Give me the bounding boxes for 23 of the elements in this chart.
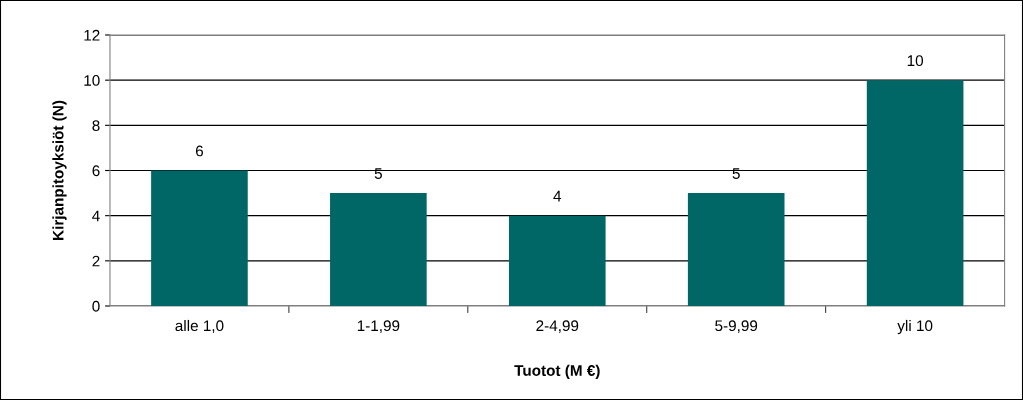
data-label: 5 — [732, 168, 740, 179]
bar — [330, 193, 427, 306]
data-label: 10 — [907, 55, 924, 67]
x-tick-label: yli 10 — [897, 319, 933, 335]
x-tick-label: 5-9,99 — [715, 320, 758, 333]
x-tick-label: 1-1,99 — [357, 320, 400, 333]
x-tick-label: 2-4,99 — [536, 320, 579, 333]
data-label: 4 — [553, 190, 562, 202]
data-label: 6 — [195, 145, 204, 157]
y-tick-label: 0 — [92, 300, 100, 312]
y-tick-label: 12 — [84, 29, 100, 41]
bar — [508, 215, 606, 306]
y-axis-title: Kirjanpitoyksiöt (N) — [52, 100, 67, 240]
bar — [687, 193, 785, 306]
y-tick-label: 2 — [92, 255, 100, 267]
y-tick-label: 8 — [92, 120, 100, 132]
bar — [151, 170, 248, 306]
y-tick-label: 10 — [84, 75, 100, 86]
x-axis-title: Tuotot (M €) — [514, 364, 600, 379]
bar — [866, 80, 964, 306]
y-tick-label: 6 — [92, 165, 100, 177]
x-tick-label: alle 1,0 — [175, 319, 224, 333]
y-tick-label: 4 — [92, 210, 100, 222]
